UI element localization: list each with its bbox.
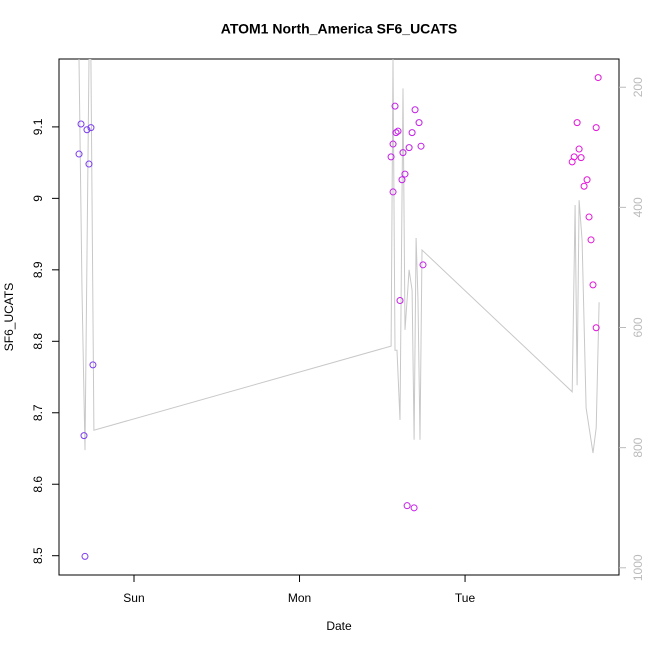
point xyxy=(394,127,402,135)
x-tick-label: Sun xyxy=(123,591,144,605)
point xyxy=(592,124,600,132)
point xyxy=(403,502,411,510)
point xyxy=(85,160,93,168)
x-tick-label: Tue xyxy=(455,591,476,605)
point xyxy=(583,176,591,184)
y2-tick-label: 600 xyxy=(631,317,645,337)
y-tick-label: 9 xyxy=(31,195,45,202)
point xyxy=(80,432,88,440)
point xyxy=(580,182,588,190)
point xyxy=(405,144,413,152)
chart-title: ATOM1 North_America SF6_UCATS xyxy=(221,21,458,37)
point xyxy=(410,504,418,512)
line xyxy=(78,59,600,454)
point xyxy=(389,140,397,148)
y-tick-label: 8.6 xyxy=(31,476,45,493)
point xyxy=(575,145,583,153)
point xyxy=(573,119,581,127)
point xyxy=(87,124,95,132)
point xyxy=(77,120,85,128)
point xyxy=(81,552,89,560)
point xyxy=(83,126,91,134)
point xyxy=(389,188,397,196)
plot-frame xyxy=(58,58,620,576)
y2-tick-label: 400 xyxy=(631,197,645,217)
point xyxy=(89,361,97,369)
point xyxy=(396,297,404,305)
y2-tick-label: 800 xyxy=(631,437,645,457)
point xyxy=(387,153,395,161)
x-tick-label: Mon xyxy=(288,591,311,605)
y-tick-label: 8.8 xyxy=(31,333,45,350)
point xyxy=(401,170,409,178)
point xyxy=(419,261,427,269)
point xyxy=(570,153,578,161)
y-tick-label: 8.5 xyxy=(31,547,45,564)
point xyxy=(587,236,595,244)
point xyxy=(399,149,407,157)
point xyxy=(417,142,425,150)
y2-tick-label: 200 xyxy=(631,77,645,97)
point xyxy=(408,129,416,137)
point xyxy=(398,176,406,184)
point xyxy=(594,74,602,82)
x-axis-label: Date xyxy=(326,619,352,633)
point xyxy=(392,129,400,137)
point xyxy=(415,119,423,127)
point xyxy=(411,106,419,114)
y-tick-label: 8.9 xyxy=(31,261,45,278)
point xyxy=(592,324,600,332)
y-tick-label: 8.7 xyxy=(31,404,45,421)
point xyxy=(577,154,585,162)
point xyxy=(391,102,399,110)
point xyxy=(585,213,593,221)
point xyxy=(75,150,83,158)
plot-area xyxy=(75,59,602,560)
point xyxy=(589,281,597,289)
y-tick-label: 9.1 xyxy=(31,118,45,135)
y-axis-label: SF6_UCATS xyxy=(2,283,16,351)
y2-tick-label: 1000 xyxy=(631,554,645,581)
